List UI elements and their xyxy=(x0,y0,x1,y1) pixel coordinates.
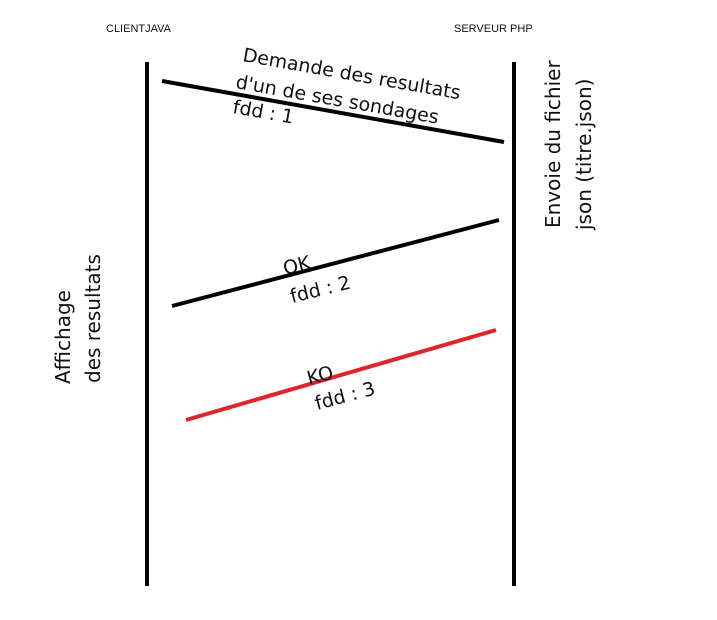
client-note-line2: des resultats xyxy=(81,254,105,383)
client-participant-label: CLIENTJAVA xyxy=(106,23,172,35)
server-participant-label: SERVEUR PHP xyxy=(454,23,533,35)
ok-message-line xyxy=(171,218,500,308)
ko-message-line xyxy=(185,328,497,422)
server-note-line2: json (titre.json) xyxy=(572,79,596,231)
ok-message-label: OK xyxy=(281,252,313,280)
server-note-line1: Envoie du fichier xyxy=(541,60,565,228)
ok-fdd-label: fdd : 2 xyxy=(288,272,353,308)
ko-message-label: KO xyxy=(305,362,336,390)
request-message-line xyxy=(161,79,505,144)
client-note-line1: Affichage xyxy=(51,290,75,384)
